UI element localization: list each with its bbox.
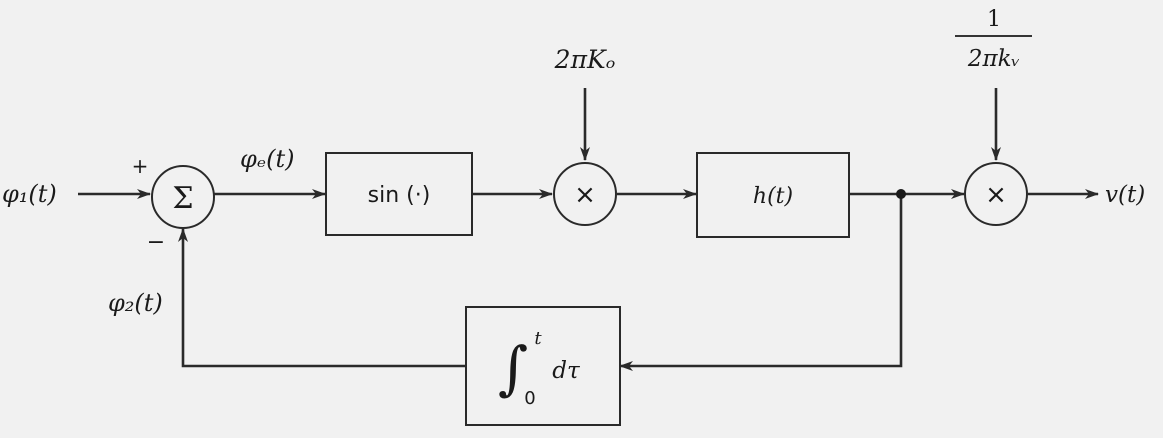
integral-sign: ∫ <box>498 334 528 402</box>
multiplier-out-symbol: × <box>985 180 1007 210</box>
error-signal-label: φₑ(t) <box>240 145 294 173</box>
summer-minus-sign: − <box>147 230 165 255</box>
multiplier-vco-symbol: × <box>574 180 596 210</box>
output-signal-label: v(t) <box>1105 182 1145 208</box>
gain-out-fraction: 1 2πkᵥ <box>955 7 1032 72</box>
gain-vco-label: 2πKₒ <box>554 45 616 74</box>
filter-block: h(t) <box>696 152 850 238</box>
sin-block-label: sin (·) <box>368 183 431 208</box>
input-signal-label: φ₁(t) <box>2 180 57 208</box>
integral-integrand: dτ <box>552 358 581 384</box>
integral-upper-limit: t <box>534 328 542 349</box>
wire-feedback-down <box>619 194 903 371</box>
branch-point <box>896 189 906 199</box>
feedback-signal-label: φ₂(t) <box>108 289 163 317</box>
integrator-block: ∫ t 0 dτ <box>465 306 621 426</box>
multiplier-out: × <box>964 162 1028 226</box>
summer-symbol: Σ <box>172 181 193 216</box>
filter-block-label: h(t) <box>753 184 793 209</box>
summing-junction: Σ <box>151 165 215 229</box>
sin-block: sin (·) <box>325 152 473 236</box>
gain-out-numerator: 1 <box>987 7 1001 32</box>
gain-out-denominator: 2πkᵥ <box>967 46 1020 72</box>
summer-plus-sign: + <box>132 154 149 178</box>
wire-feedback-up <box>178 228 466 368</box>
integral-lower-limit: 0 <box>524 388 535 409</box>
multiplier-vco: × <box>553 162 617 226</box>
